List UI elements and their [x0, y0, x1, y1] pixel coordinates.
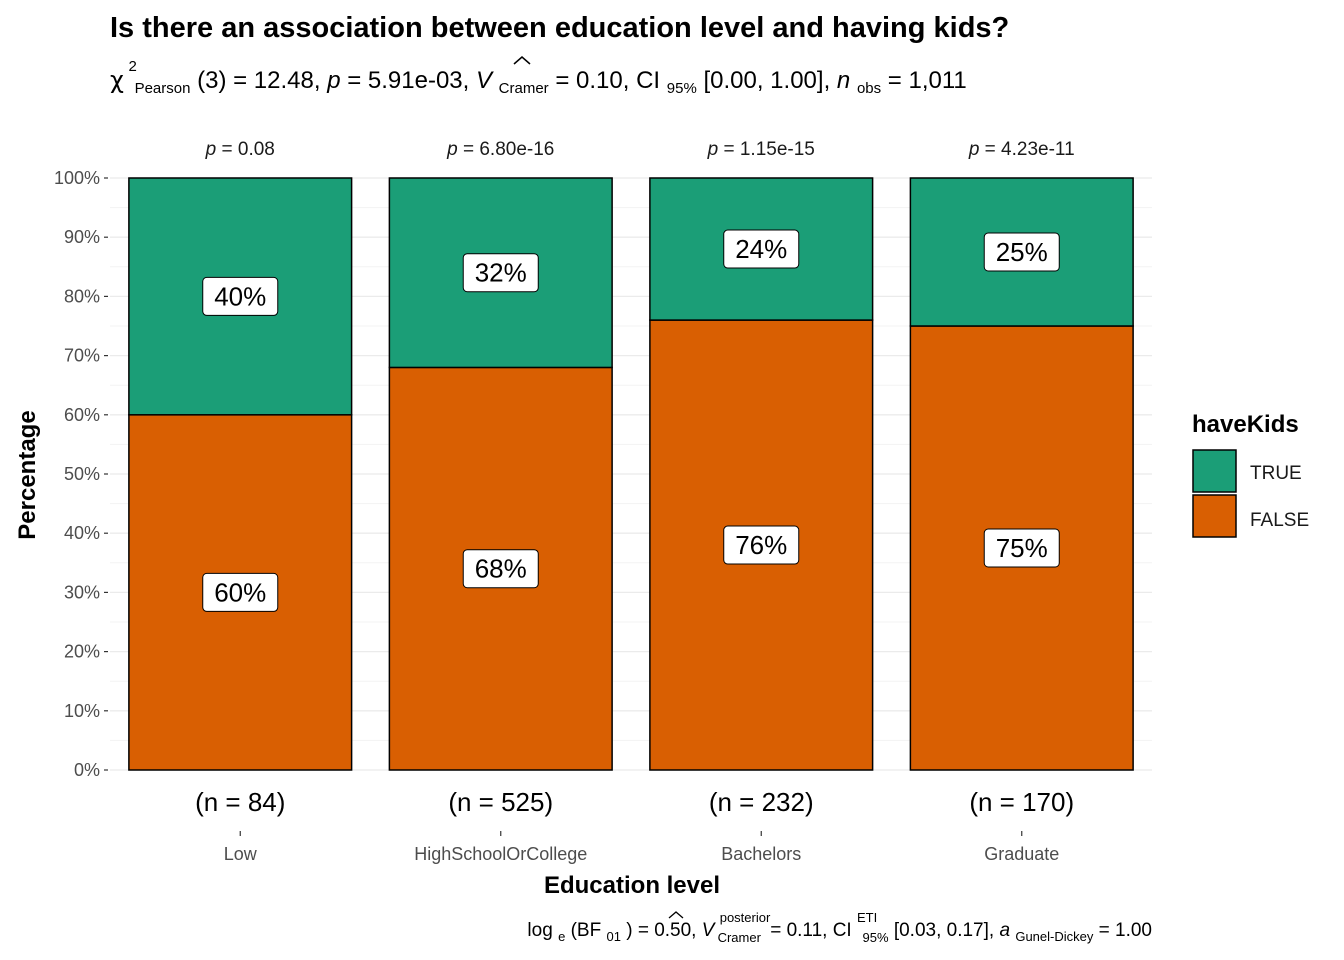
y-axis: 0% 10% 20% 30% 40% 50% 60% 70% 80% 90% 100% [54, 168, 108, 780]
segment-label: 68% [475, 554, 527, 584]
y-tick-label: 90% [64, 227, 100, 247]
y-axis-title: Percentage [14, 410, 41, 539]
p-value-label: p = 6.80e-16 [446, 139, 554, 160]
segment-label-box [983, 528, 1060, 568]
p-value-label: p = 1.15e-15 [707, 139, 815, 160]
segment-label: 32% [475, 258, 527, 288]
x-tick-label: HighSchoolOrCollege [414, 844, 587, 864]
segment-label: 40% [214, 281, 266, 311]
count-label: (n = 525) [448, 787, 553, 817]
segment-label-box [723, 229, 800, 269]
x-axis-title: Education level [544, 872, 720, 899]
count-label: (n = 232) [709, 787, 814, 817]
segment-label: 25% [996, 237, 1048, 267]
chart-caption: log e (BF 01 ) = 0.50, V posterior Crame… [527, 906, 1152, 947]
p-value-label: p = 0.08 [205, 139, 275, 160]
segment-label: 76% [735, 530, 787, 560]
chart-subtitle: χ 2 Pearson (3) = 12.48, p = 5.91e-03, V… [110, 50, 967, 99]
y-tick-label: 0% [74, 760, 100, 780]
legend-key-false [1192, 494, 1237, 538]
x-tick-label: Graduate [984, 844, 1059, 864]
legend-title: haveKids [1192, 411, 1299, 438]
y-tick-label: 30% [64, 582, 100, 602]
segment-label: 75% [996, 533, 1048, 563]
segment-label-box [983, 232, 1060, 272]
segment-label-box [462, 253, 539, 293]
legend-label-true: TRUE [1250, 463, 1302, 484]
y-tick-label: 60% [64, 405, 100, 425]
legend-key-true [1192, 449, 1237, 493]
p-value-label: p = 4.23e-11 [968, 139, 1075, 160]
chart-title: Is there an association between educatio… [110, 12, 1009, 44]
y-tick-label: 40% [64, 523, 100, 543]
y-tick-label: 50% [64, 464, 100, 484]
y-tick-label: 80% [64, 286, 100, 306]
legend-label-false: FALSE [1250, 510, 1309, 531]
v-hat-mark [513, 56, 531, 65]
x-axis: (n = 84) Low (n = 525) HighSchoolOrCollege (… [195, 787, 1074, 864]
v-hat-mark-caption [668, 911, 684, 919]
legend: haveKids TRUE FALSE [1192, 411, 1309, 538]
segment-label-box [462, 549, 539, 589]
segment-label-box [723, 525, 800, 565]
count-label: (n = 84) [195, 787, 285, 817]
y-tick-label: 10% [64, 701, 100, 721]
segment-label-box [202, 572, 279, 612]
x-tick-label: Bachelors [721, 844, 801, 864]
count-label: (n = 170) [969, 787, 1074, 817]
segment-label: 24% [735, 234, 787, 264]
segment-labels-layer: 60% 40% p = 0.08 68% 32% p = 6.80e-16 76% 24% p … [202, 139, 1075, 612]
x-tick-label: Low [224, 844, 258, 864]
y-tick-label: 100% [54, 168, 100, 188]
segment-label: 60% [214, 577, 266, 607]
segment-label-box [202, 276, 279, 316]
y-tick-label: 20% [64, 642, 100, 662]
y-tick-label: 70% [64, 346, 100, 366]
